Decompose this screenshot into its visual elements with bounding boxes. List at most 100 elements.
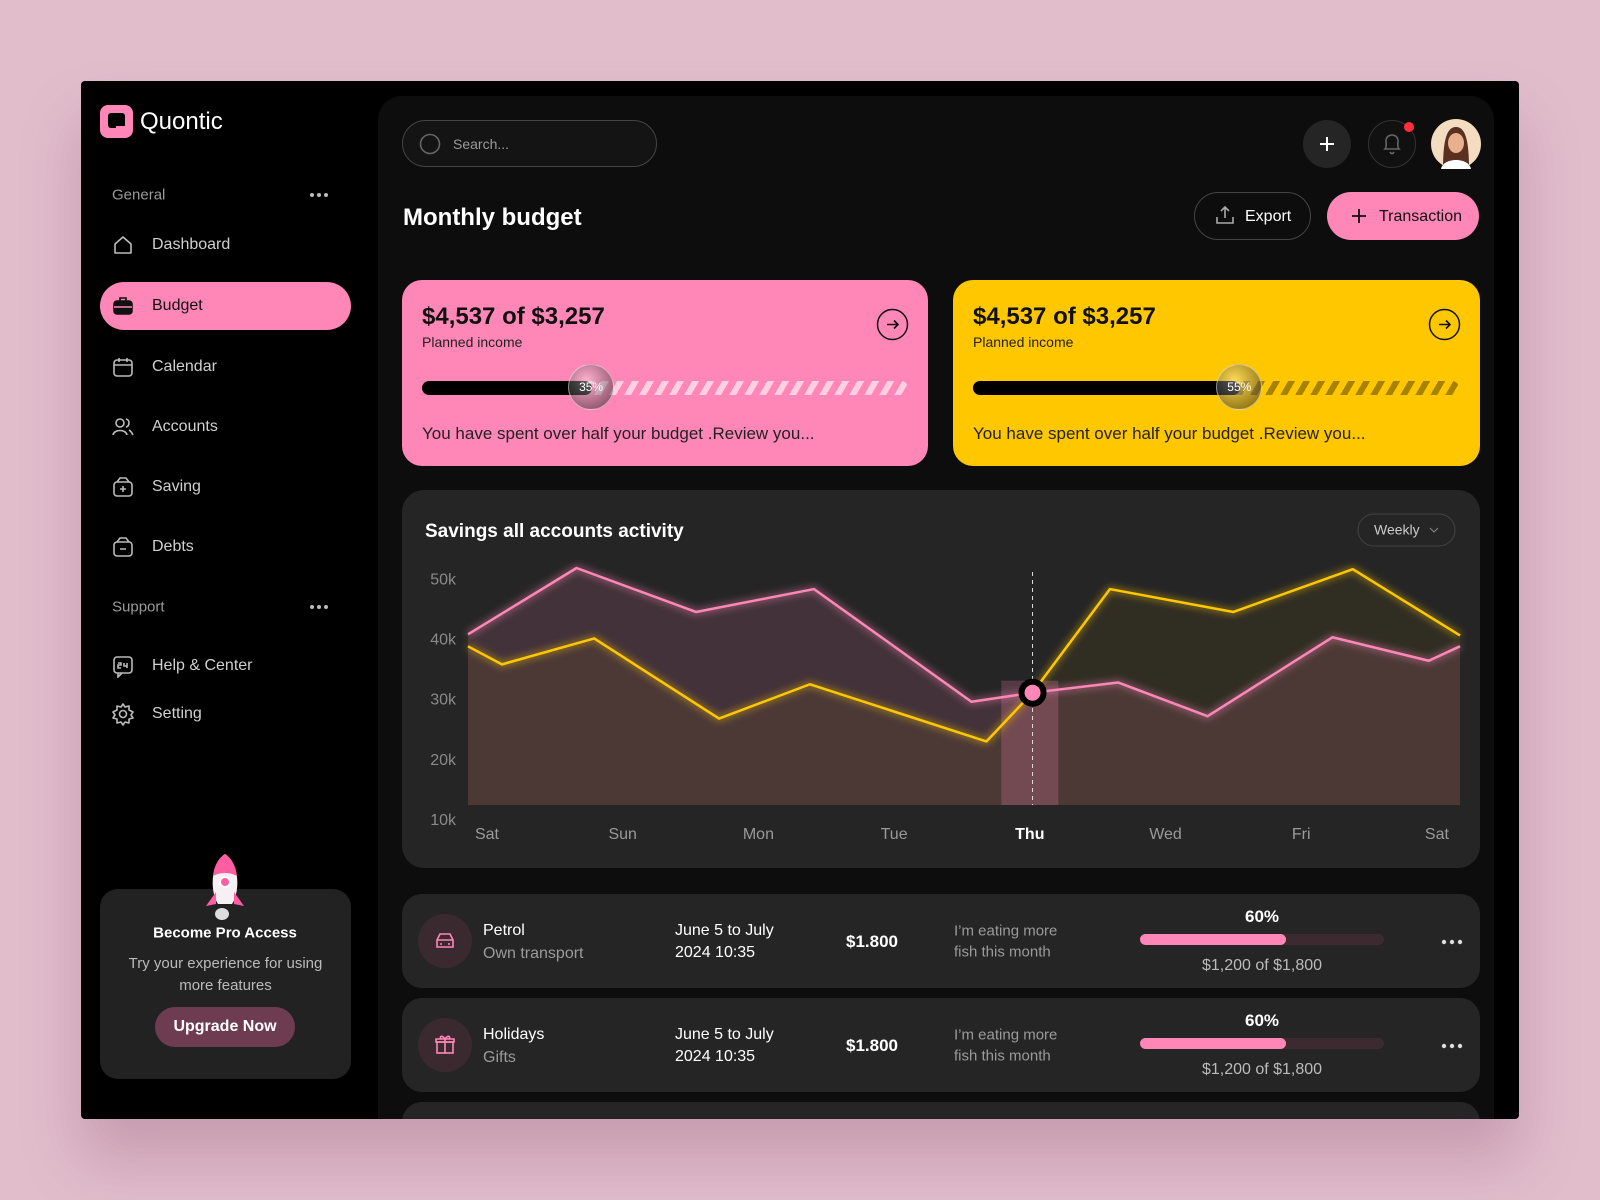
- nav-icon: [113, 656, 133, 678]
- x-tick-label: Fri: [1292, 826, 1311, 843]
- export-button[interactable]: [1194, 192, 1311, 240]
- progress-label: 55%: [1227, 380, 1252, 394]
- period-select[interactable]: [1357, 513, 1456, 547]
- card-amount: $4,537 of $3,257: [422, 303, 605, 330]
- plus-icon: [1320, 137, 1334, 151]
- card-amount: $4,537 of $3,257: [973, 303, 1156, 330]
- sidebar: Quontic General Dashboard Budget Calendar Acc…: [0, 0, 378, 1200]
- row-progress-text: $1,200 of $1,800: [1201, 1061, 1323, 1078]
- row-note: fish this month: [954, 943, 1051, 961]
- x-tick-label: Thu: [1015, 826, 1044, 843]
- progress-fill: [422, 381, 593, 395]
- row-progress-fill: [1140, 934, 1287, 945]
- card-arrow[interactable]: [1428, 308, 1461, 341]
- area: [468, 569, 1460, 805]
- hover-point: [1018, 678, 1047, 707]
- progress-track: [973, 381, 1459, 395]
- x-tick-label: Wed: [1149, 826, 1182, 843]
- nav-icon: [113, 297, 133, 315]
- chevron: [1429, 527, 1439, 533]
- row-category: Gifts: [483, 1049, 516, 1066]
- nav-icon: [112, 418, 134, 436]
- transaction-row: Petrol Own transport June 5 to July 2024 10…: [402, 894, 1480, 988]
- progress-fill: [973, 381, 1241, 395]
- nav-icon: [113, 537, 133, 557]
- nav-item[interactable]: Accounts: [152, 418, 218, 435]
- row-name: Holidays: [483, 1026, 545, 1043]
- row-name: Petrol: [483, 922, 525, 939]
- period-label: Weekly: [1374, 522, 1420, 538]
- nav-item[interactable]: Budget: [152, 297, 203, 314]
- progress-label: 35%: [579, 380, 604, 394]
- y-tick-label: 20k: [430, 752, 457, 769]
- upgrade-button[interactable]: [155, 1007, 295, 1047]
- y-tick-label: 40k: [430, 632, 457, 649]
- row-category: Own transport: [483, 945, 584, 962]
- nav-item[interactable]: Setting: [152, 705, 202, 722]
- area: [468, 568, 1460, 805]
- row-more[interactable]: [1441, 939, 1463, 945]
- card-subtitle: Planned income: [422, 334, 523, 350]
- row-note: I’m eating more: [954, 922, 1058, 940]
- budget-card: $4,537 of $3,257 Planned income 35% You hav…: [402, 280, 928, 466]
- rocket: [206, 854, 244, 920]
- section-title: Support: [112, 598, 165, 616]
- row-icon: [435, 1035, 455, 1054]
- card-message: You have spent over half your budget .Re…: [422, 424, 815, 443]
- row-amount: $1.800: [846, 1036, 898, 1055]
- y-tick-label: 10k: [430, 812, 457, 829]
- row-date: 2024 10:35: [675, 1048, 756, 1065]
- transaction-label: Transaction: [1379, 208, 1462, 225]
- transaction-row: Holidays Gifts June 5 to July 2024 10:35 $1.…: [402, 998, 1480, 1092]
- more-button[interactable]: [309, 604, 329, 610]
- content: Search... Monthly budget Export Transaction…: [378, 96, 1494, 1119]
- nav-item[interactable]: Saving: [152, 478, 201, 495]
- progress-knob: [568, 364, 615, 410]
- y-tick-label: 30k: [430, 692, 457, 709]
- row-date: June 5 to July: [675, 922, 774, 939]
- row-progress-track: [1140, 1038, 1384, 1049]
- promo-card: [100, 889, 351, 1079]
- row-progress-track: [1140, 934, 1384, 945]
- chart: Savings all accounts activity Weekly 10k 20…: [425, 513, 1461, 843]
- row-amount: $1.800: [846, 932, 898, 951]
- nav-item[interactable]: Calendar: [152, 358, 217, 375]
- x-tick-label: Sun: [608, 826, 636, 843]
- row-note: I’m eating more: [954, 1026, 1058, 1044]
- transaction-icon: [1352, 209, 1366, 223]
- nav-item[interactable]: Dashboard: [152, 236, 231, 253]
- row-date: 2024 10:35: [675, 944, 756, 961]
- search-icon: [419, 133, 441, 155]
- nav-item-active[interactable]: [100, 282, 351, 330]
- search-box[interactable]: [402, 120, 657, 167]
- line: [467, 567, 1461, 743]
- content-panel: Search... Monthly budget Export Transaction…: [378, 96, 1494, 1119]
- export-label: Export: [1245, 208, 1292, 225]
- y-tick-label: 50k: [430, 571, 457, 588]
- row-more[interactable]: [1441, 1043, 1463, 1049]
- page-title: Monthly budget: [403, 204, 582, 231]
- card-arrow[interactable]: [876, 308, 909, 341]
- notification-dot: [1404, 122, 1414, 132]
- row-date: June 5 to July: [675, 1026, 774, 1043]
- row-icon: [436, 933, 454, 948]
- card-subtitle: Planned income: [973, 334, 1074, 350]
- row-percent: 60%: [1244, 907, 1280, 926]
- chart-title: Savings all accounts activity: [425, 521, 684, 542]
- promo-text: Try your experience for using more featu…: [128, 955, 323, 994]
- row-note: fish this month: [954, 1047, 1051, 1065]
- nav-item[interactable]: Help & Center: [152, 657, 253, 674]
- nav-item[interactable]: Debts: [152, 538, 194, 555]
- x-tick-label: Tue: [881, 826, 908, 843]
- row-progress-fill: [1140, 1038, 1287, 1049]
- nav-icon: [112, 703, 134, 726]
- row-percent: 60%: [1244, 1011, 1280, 1030]
- logo: [100, 105, 133, 138]
- more-button[interactable]: [309, 192, 329, 198]
- section-title: General: [112, 186, 166, 204]
- transaction-row: [402, 1102, 1480, 1119]
- bell-icon: [1383, 134, 1401, 155]
- x-tick-label: Mon: [743, 826, 774, 843]
- progress-track: [422, 381, 908, 395]
